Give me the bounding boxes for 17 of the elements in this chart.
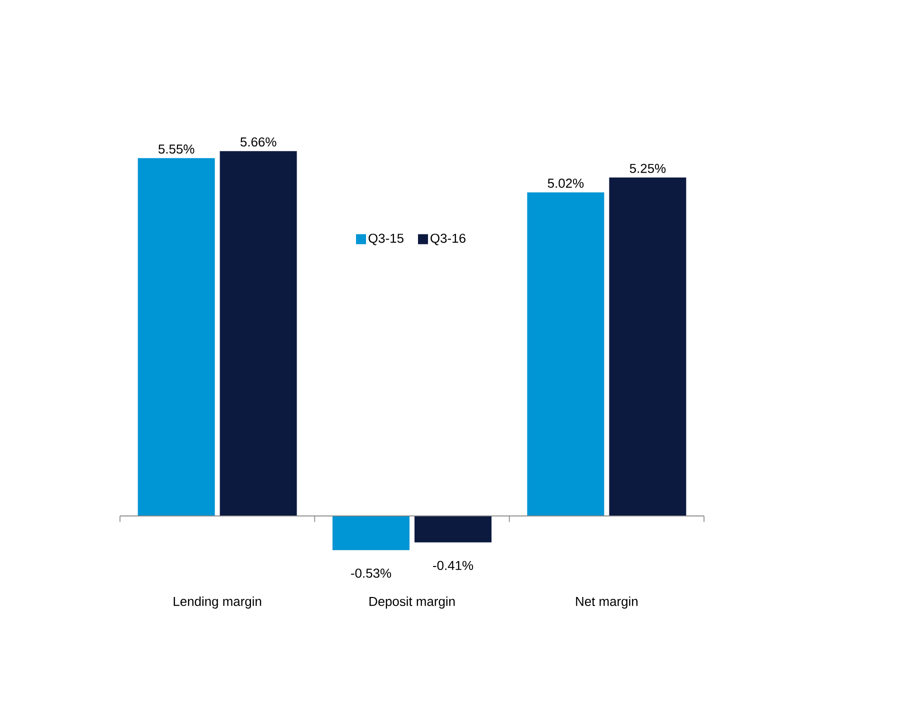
data-label: -0.53%: [351, 568, 392, 578]
x-tick-label: Deposit margin: [370, 596, 455, 609]
legend-label: Q3-15: [368, 234, 404, 246]
legend-label: Q3-16: [430, 234, 466, 246]
x-tick-label: Lending margin: [174, 596, 262, 609]
bar: [332, 516, 410, 550]
data-label: 5.66%: [240, 137, 276, 147]
data-label: 5.55%: [158, 144, 194, 154]
bar: [414, 516, 492, 542]
bar: [527, 192, 604, 516]
data-label: -0.41%: [433, 560, 474, 570]
data-label: 5.02%: [548, 178, 584, 188]
x-tick-label: Net margin: [576, 596, 638, 609]
bar: [220, 151, 297, 516]
bar: [609, 178, 686, 516]
bar: [138, 158, 215, 516]
data-label: 5.25%: [630, 164, 666, 173]
